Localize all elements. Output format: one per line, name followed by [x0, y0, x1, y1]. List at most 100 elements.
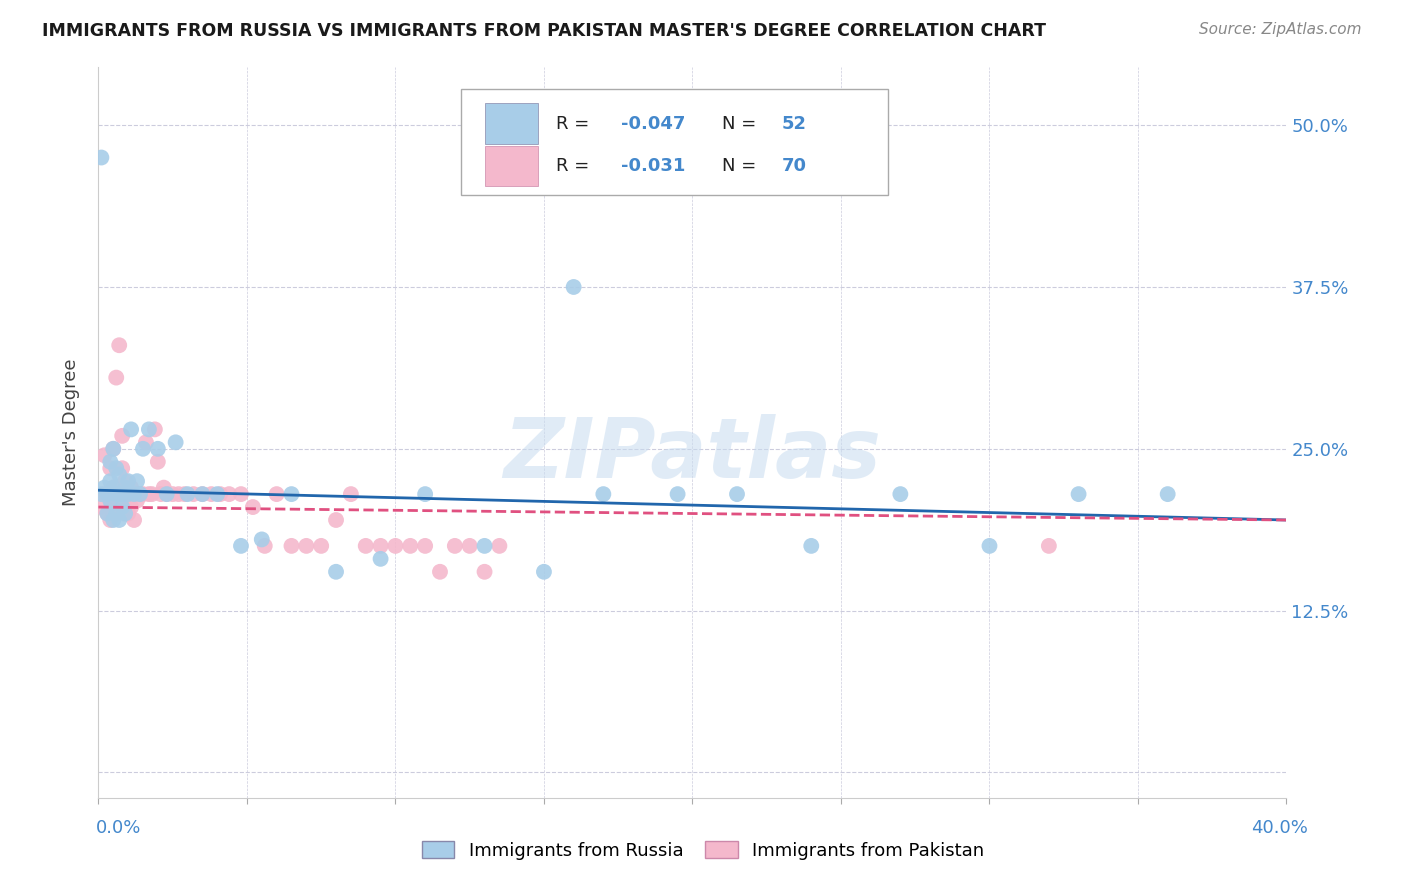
- Point: [132, 442, 155, 456]
- Point: [413, 539, 436, 553]
- FancyBboxPatch shape: [485, 103, 538, 144]
- Point: [889, 487, 911, 501]
- Point: [141, 487, 163, 501]
- Point: [132, 487, 155, 501]
- Point: [209, 487, 232, 501]
- Point: [474, 539, 496, 553]
- Text: 52: 52: [782, 115, 807, 133]
- Point: [800, 539, 823, 553]
- Point: [129, 487, 152, 501]
- Point: [108, 487, 131, 501]
- Point: [138, 422, 160, 436]
- Point: [250, 533, 273, 547]
- Point: [103, 481, 125, 495]
- Point: [533, 565, 555, 579]
- Point: [325, 565, 347, 579]
- Point: [562, 280, 585, 294]
- Point: [149, 487, 172, 501]
- Point: [354, 539, 377, 553]
- Point: [117, 487, 139, 501]
- Point: [125, 474, 148, 488]
- Point: [96, 487, 118, 501]
- Point: [370, 539, 392, 553]
- Point: [105, 487, 128, 501]
- Point: [458, 539, 481, 553]
- Text: 40.0%: 40.0%: [1251, 819, 1308, 837]
- Point: [1156, 487, 1178, 501]
- Point: [162, 487, 184, 501]
- Point: [183, 487, 205, 501]
- Point: [143, 422, 166, 436]
- Point: [114, 507, 136, 521]
- Point: [111, 487, 134, 501]
- Point: [108, 487, 131, 501]
- Point: [111, 500, 134, 514]
- Text: -0.031: -0.031: [621, 157, 686, 175]
- Point: [152, 481, 174, 495]
- Point: [98, 461, 121, 475]
- Point: [103, 481, 125, 495]
- Point: [103, 442, 125, 456]
- Point: [103, 513, 125, 527]
- Point: [117, 500, 139, 514]
- Point: [103, 500, 125, 514]
- Point: [122, 487, 145, 501]
- Point: [370, 552, 392, 566]
- Point: [218, 487, 240, 501]
- Point: [592, 487, 614, 501]
- Point: [280, 539, 302, 553]
- Point: [165, 435, 187, 450]
- Point: [114, 474, 136, 488]
- Point: [173, 487, 195, 501]
- Point: [114, 481, 136, 495]
- Text: 70: 70: [782, 157, 807, 175]
- Point: [93, 487, 115, 501]
- Point: [120, 481, 142, 495]
- Text: N =: N =: [723, 157, 762, 175]
- Point: [93, 448, 115, 462]
- Point: [114, 507, 136, 521]
- Point: [146, 442, 169, 456]
- Point: [122, 513, 145, 527]
- Point: [108, 467, 131, 482]
- Point: [108, 338, 131, 352]
- Point: [443, 539, 465, 553]
- Point: [135, 435, 157, 450]
- Text: Source: ZipAtlas.com: Source: ZipAtlas.com: [1198, 22, 1361, 37]
- Point: [103, 442, 125, 456]
- Point: [340, 487, 363, 501]
- Point: [205, 487, 228, 501]
- Point: [98, 493, 121, 508]
- Point: [111, 500, 134, 514]
- Y-axis label: Master's Degree: Master's Degree: [62, 359, 80, 507]
- Point: [474, 565, 496, 579]
- Point: [229, 539, 252, 553]
- Point: [117, 507, 139, 521]
- Point: [413, 487, 436, 501]
- Point: [111, 429, 134, 443]
- Point: [96, 487, 118, 501]
- Point: [399, 539, 422, 553]
- Point: [488, 539, 510, 553]
- Point: [117, 487, 139, 501]
- Point: [105, 507, 128, 521]
- Legend: Immigrants from Russia, Immigrants from Pakistan: Immigrants from Russia, Immigrants from …: [415, 834, 991, 867]
- Point: [96, 507, 118, 521]
- Point: [105, 461, 128, 475]
- Point: [295, 539, 318, 553]
- Point: [120, 500, 142, 514]
- Point: [229, 487, 252, 501]
- Text: R =: R =: [555, 157, 595, 175]
- Text: R =: R =: [555, 115, 595, 133]
- FancyBboxPatch shape: [485, 146, 538, 186]
- Point: [129, 487, 152, 501]
- Point: [242, 500, 264, 514]
- Point: [117, 474, 139, 488]
- Point: [90, 500, 112, 514]
- Point: [384, 539, 406, 553]
- Point: [90, 151, 112, 165]
- Point: [167, 487, 190, 501]
- Point: [122, 487, 145, 501]
- Point: [325, 513, 347, 527]
- Text: ZIPatlas: ZIPatlas: [503, 414, 882, 495]
